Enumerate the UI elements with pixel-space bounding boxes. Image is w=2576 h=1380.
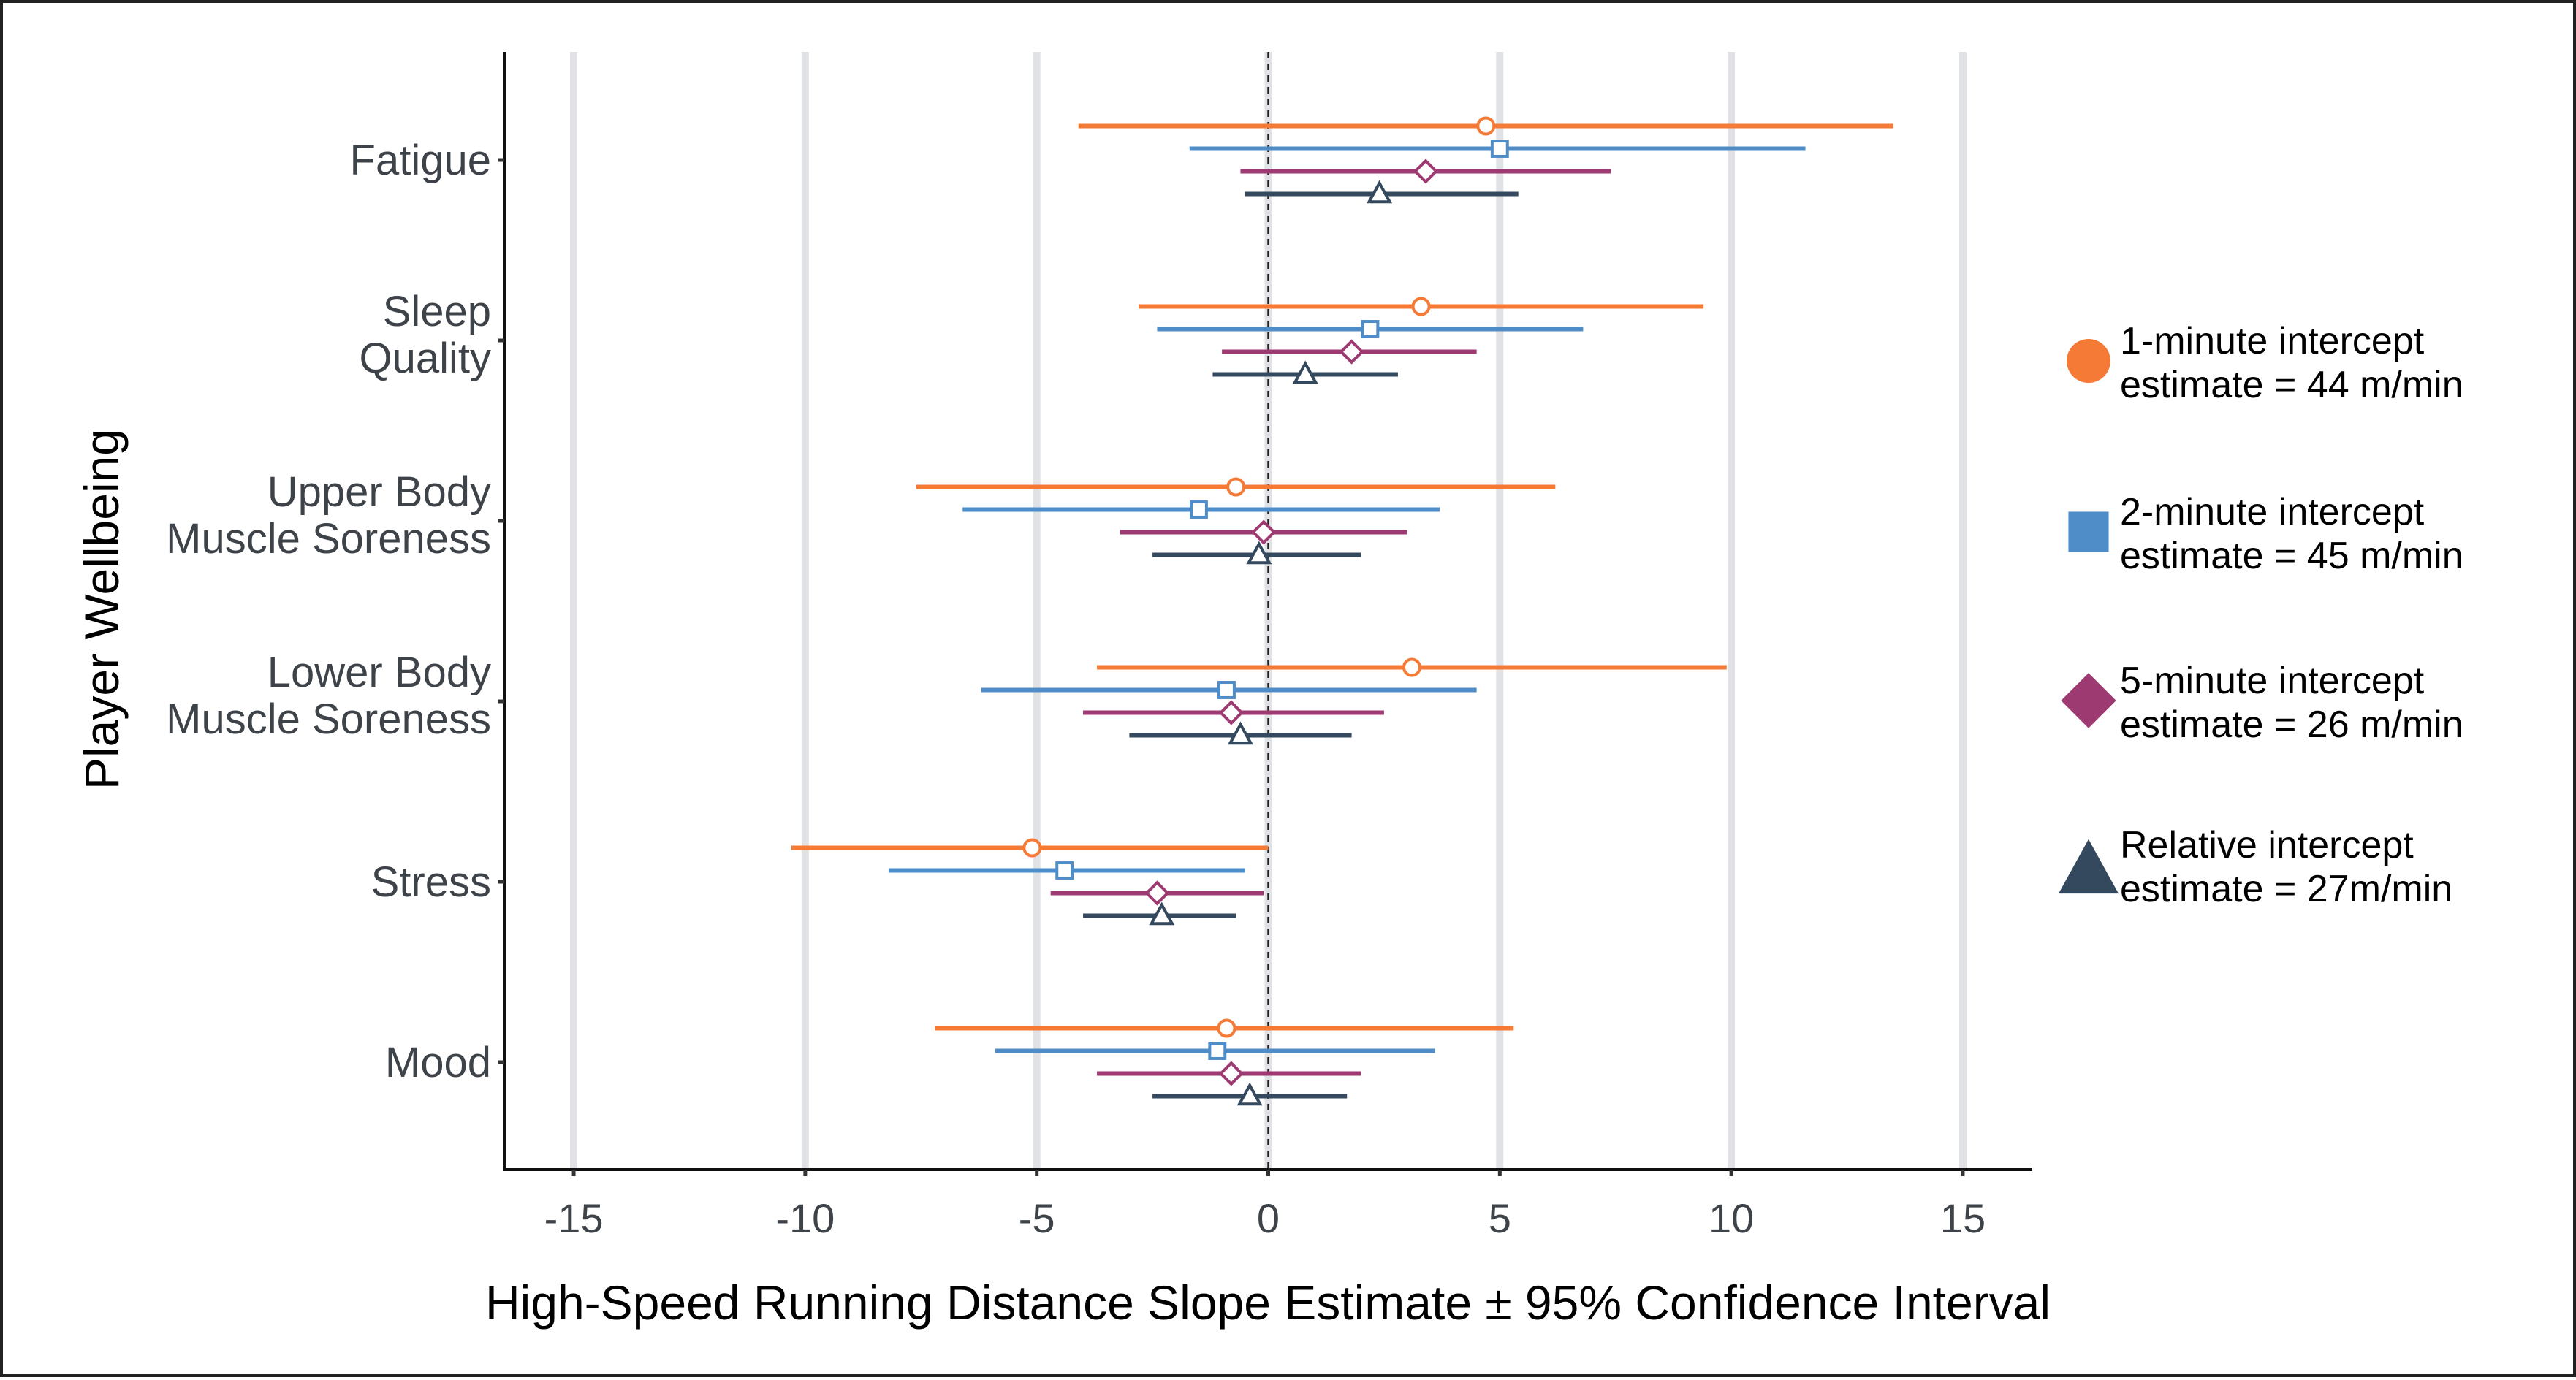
category-label: Upper Body — [267, 468, 491, 516]
category-label: Stress — [371, 858, 491, 906]
legend-square-icon — [2068, 511, 2109, 552]
point-estimate-square — [1361, 320, 1380, 338]
y-axis-title: Player Wellbeing — [75, 429, 129, 790]
x-tick-label: -5 — [1019, 1195, 1055, 1241]
gridlines — [570, 52, 1967, 1170]
point-estimate-diamond — [1339, 339, 1364, 365]
category-label: Quality — [359, 335, 491, 382]
legend-label: estimate = 27m/min — [2120, 868, 2452, 910]
point-estimate-circle — [1411, 297, 1431, 316]
legend-label: estimate = 45 m/min — [2120, 535, 2463, 577]
point-estimate-triangle — [1149, 901, 1175, 926]
point-estimate-circle — [1226, 477, 1246, 497]
category-label: Sleep — [383, 288, 491, 335]
x-tick-label: 10 — [1709, 1195, 1754, 1241]
legend-label: estimate = 26 m/min — [2120, 704, 2463, 746]
point-estimate-square — [1190, 500, 1208, 519]
point-estimate-circle — [1402, 657, 1421, 677]
point-estimate-triangle — [1292, 360, 1318, 384]
legend-label: estimate = 44 m/min — [2120, 364, 2463, 406]
x-tick-label: 15 — [1940, 1195, 1986, 1241]
category-label: Mood — [385, 1039, 491, 1086]
point-estimate-circle — [1022, 838, 1042, 858]
point-estimate-square — [1217, 681, 1236, 699]
legend-diamond-icon — [2061, 673, 2116, 728]
point-estimate-triangle — [1246, 541, 1272, 565]
point-estimate-triangle — [1367, 180, 1393, 204]
point-estimate-square — [1208, 1042, 1227, 1060]
legend-label: 1-minute intercept — [2120, 320, 2425, 362]
point-estimate-diamond — [1144, 880, 1170, 906]
legend-label: Relative intercept — [2120, 824, 2414, 866]
point-estimate-square — [1490, 140, 1509, 158]
point-estimate-triangle — [1227, 721, 1253, 745]
series-triangle — [1083, 180, 1519, 1106]
series-marks — [791, 116, 1893, 1106]
x-axis-title: High-Speed Running Distance Slope Estima… — [485, 1276, 2051, 1330]
legend-label: 5-minute intercept — [2120, 660, 2425, 702]
series-diamond — [1050, 159, 1611, 1086]
category-label: Lower Body — [267, 649, 491, 696]
point-estimate-diamond — [1218, 1061, 1244, 1086]
x-tick-label: -15 — [544, 1195, 604, 1241]
series-circle — [791, 116, 1893, 1038]
x-tick-label: 0 — [1257, 1195, 1280, 1241]
point-estimate-diamond — [1218, 700, 1244, 725]
legend-circle-icon — [2067, 339, 2110, 383]
category-label: Muscle Soreness — [166, 515, 491, 563]
x-tick-label: 5 — [1489, 1195, 1511, 1241]
point-estimate-diamond — [1251, 519, 1277, 545]
series-square — [888, 140, 1806, 1060]
point-estimate-circle — [1217, 1018, 1236, 1038]
x-axis-ticks: -15 -10 -5 0 5 10 15 — [544, 1170, 1986, 1241]
point-estimate-triangle — [1236, 1082, 1263, 1106]
point-estimate-square — [1055, 861, 1074, 880]
legend-label: 2-minute intercept — [2120, 491, 2425, 533]
category-label: Fatigue — [350, 137, 491, 184]
legend-triangle-icon — [2058, 839, 2119, 894]
category-label: Muscle Soreness — [166, 695, 491, 743]
x-tick-label: -10 — [775, 1195, 835, 1241]
point-estimate-diamond — [1413, 159, 1439, 184]
point-estimate-circle — [1476, 116, 1496, 136]
